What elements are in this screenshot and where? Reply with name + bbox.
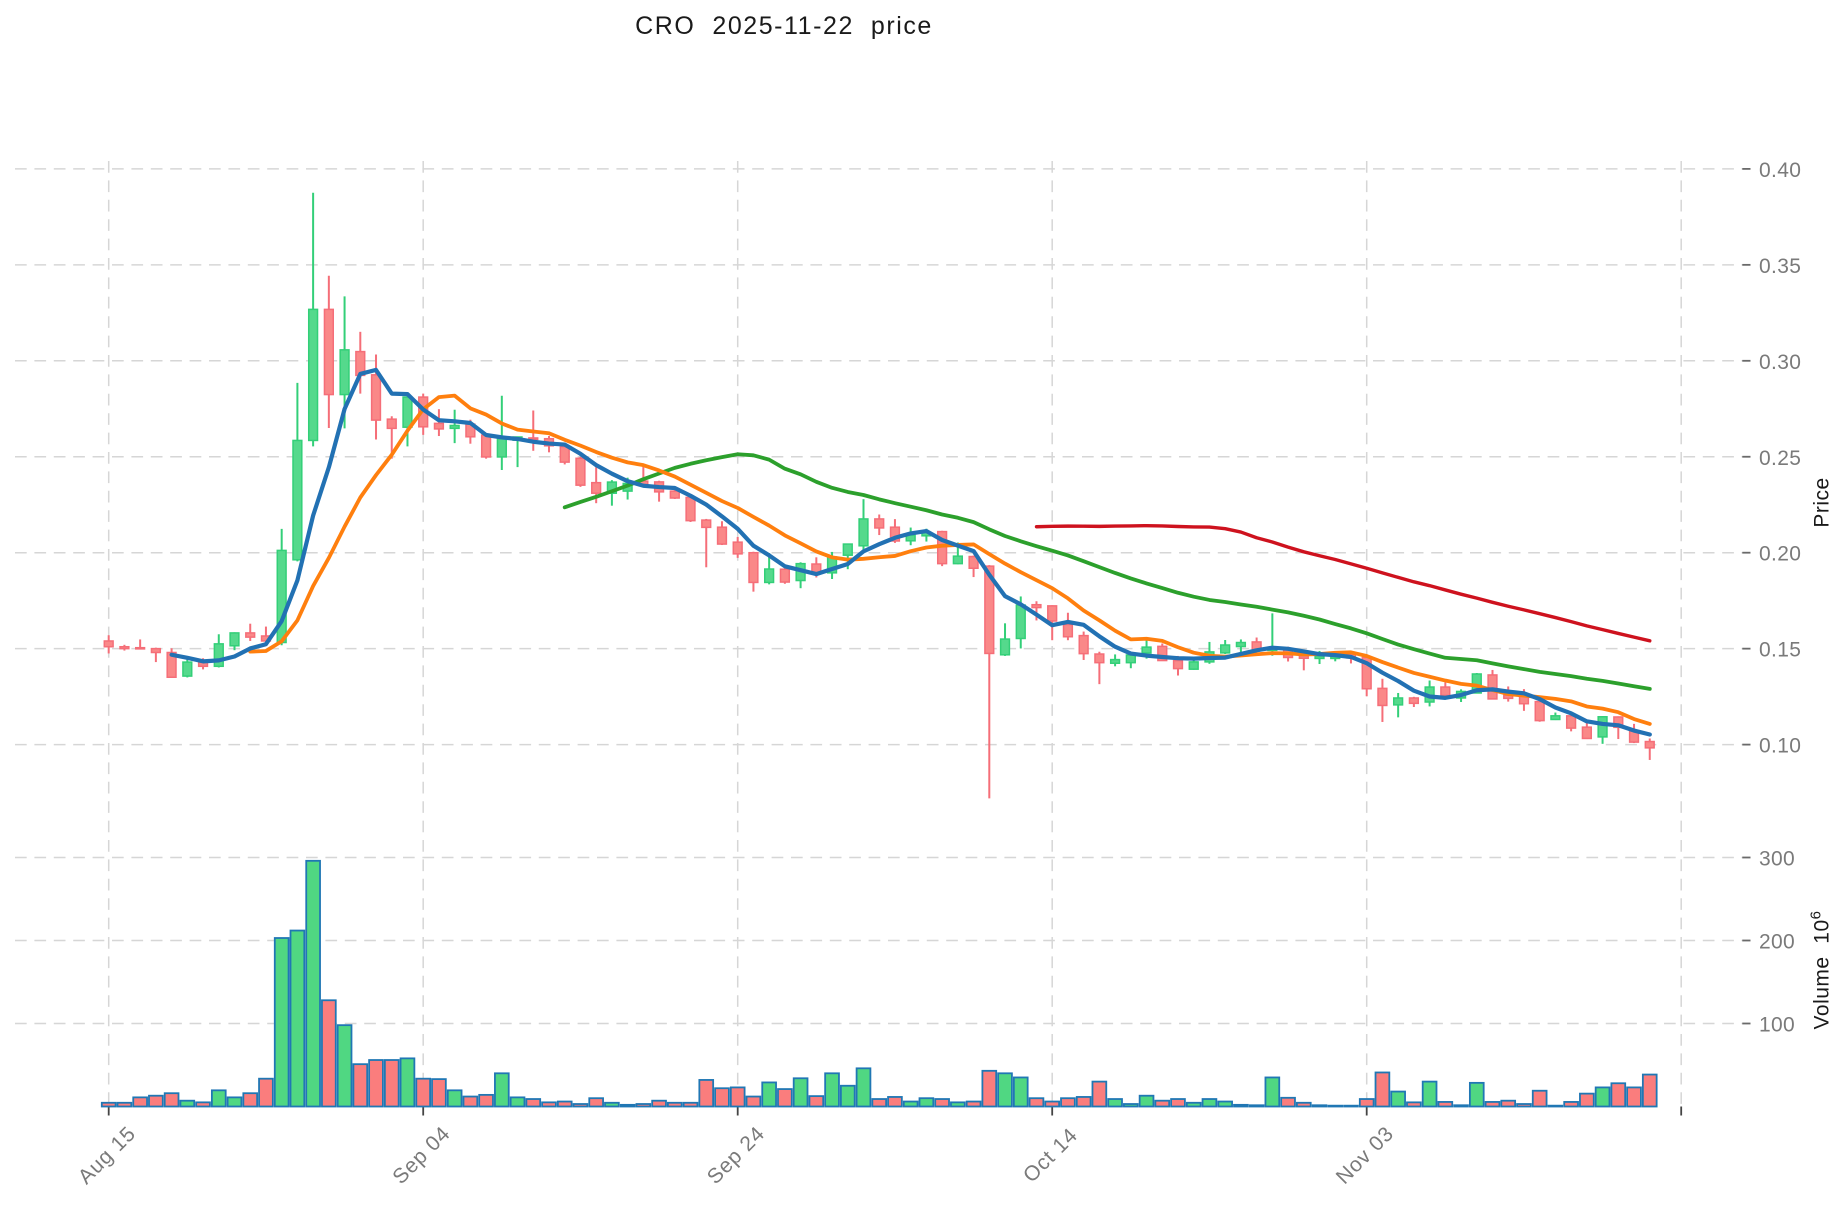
svg-text:Price: Price xyxy=(1811,477,1834,527)
svg-text:0.15: 0.15 xyxy=(1759,639,1801,662)
svg-text:0.20: 0.20 xyxy=(1759,543,1801,566)
svg-text:0.35: 0.35 xyxy=(1759,255,1801,278)
svg-text:CRO 2025-11-22 price: CRO 2025-11-22 price xyxy=(635,12,933,40)
svg-text:100: 100 xyxy=(1759,1014,1795,1037)
svg-text:0.30: 0.30 xyxy=(1759,351,1801,374)
svg-text:0.25: 0.25 xyxy=(1759,447,1801,470)
svg-text:300: 300 xyxy=(1759,848,1795,871)
svg-text:0.10: 0.10 xyxy=(1759,735,1801,758)
svg-text:0.40: 0.40 xyxy=(1759,159,1801,182)
svg-text:200: 200 xyxy=(1759,931,1795,954)
svg-text:Volume 106: Volume 106 xyxy=(1808,911,1834,1030)
